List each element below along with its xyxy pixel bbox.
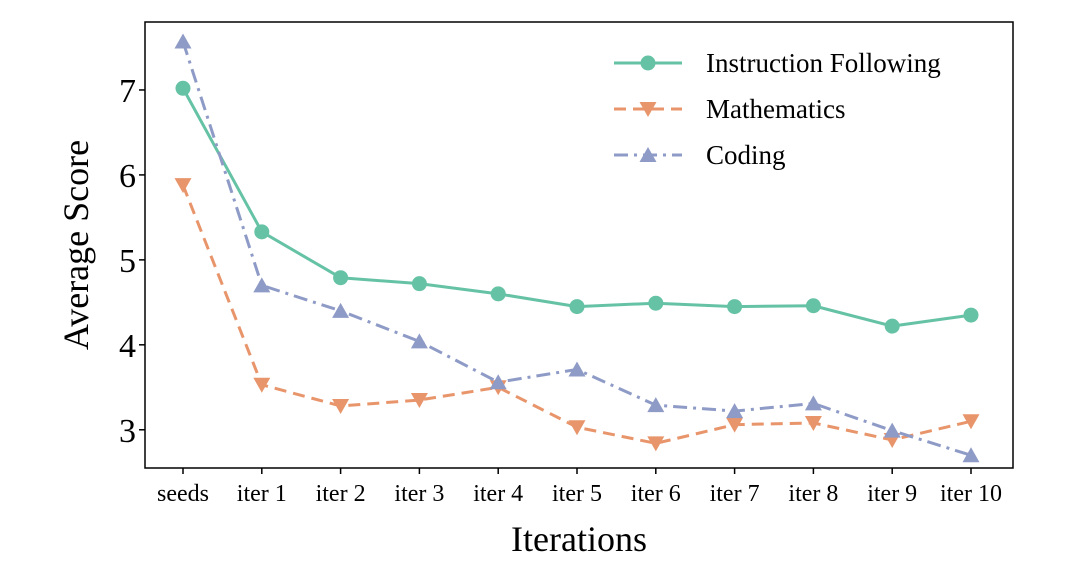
series-layer bbox=[174, 33, 980, 463]
data-point bbox=[726, 417, 744, 433]
y-ticks: 3 4 5 6 7 bbox=[119, 73, 145, 450]
data-point bbox=[883, 422, 901, 438]
y-tick-label: 7 bbox=[119, 73, 136, 110]
y-tick-label: 6 bbox=[119, 158, 136, 195]
data-point bbox=[332, 398, 350, 414]
y-tick-label: 5 bbox=[119, 243, 136, 280]
x-tick-label: iter 1 bbox=[237, 481, 287, 507]
data-point bbox=[962, 414, 980, 430]
data-point bbox=[333, 270, 349, 286]
x-tick-label: iter 3 bbox=[394, 481, 444, 507]
series-2 bbox=[174, 33, 980, 463]
plot-frame bbox=[144, 21, 1014, 469]
series-line bbox=[181, 41, 972, 457]
data-point bbox=[884, 318, 900, 334]
data-point bbox=[175, 80, 191, 96]
y-tick-label: 4 bbox=[119, 328, 136, 365]
x-tick-label: iter 4 bbox=[473, 481, 523, 507]
legend: Instruction Following Mathematics Coding bbox=[614, 48, 941, 170]
data-point bbox=[253, 377, 271, 393]
data-point bbox=[804, 395, 822, 411]
data-point bbox=[727, 299, 743, 315]
x-ticks: seeds iter 1 iter 2 iter 3 iter 4 iter 5 iter … bbox=[157, 468, 1002, 507]
data-point bbox=[410, 333, 428, 349]
legend-item: Coding bbox=[614, 140, 786, 170]
data-point bbox=[411, 276, 427, 292]
series-1 bbox=[174, 178, 980, 452]
data-point bbox=[410, 393, 428, 409]
x-tick-label: iter 2 bbox=[316, 481, 366, 507]
x-axis-label: Iterations bbox=[511, 519, 647, 559]
series-line bbox=[181, 184, 972, 445]
legend-label: Instruction Following bbox=[706, 48, 941, 78]
data-point bbox=[648, 295, 664, 311]
legend-marker bbox=[639, 102, 657, 117]
data-point bbox=[489, 374, 507, 390]
series-line bbox=[181, 87, 972, 328]
x-tick-label: iter 8 bbox=[788, 481, 838, 507]
data-point bbox=[647, 397, 665, 413]
x-tick-label: iter 6 bbox=[631, 481, 681, 507]
data-point bbox=[332, 302, 350, 318]
y-axis-label: Average Score bbox=[56, 140, 96, 350]
legend-label: Coding bbox=[706, 140, 786, 170]
data-point bbox=[253, 277, 271, 293]
data-point bbox=[490, 286, 506, 302]
y-tick-label: 3 bbox=[119, 413, 136, 450]
data-point bbox=[804, 415, 822, 431]
data-point bbox=[962, 447, 980, 463]
data-point bbox=[174, 178, 192, 194]
data-point bbox=[726, 403, 744, 419]
x-tick-label: seeds bbox=[157, 481, 209, 507]
data-point bbox=[174, 33, 192, 49]
x-tick-label: iter 5 bbox=[552, 481, 602, 507]
data-point bbox=[805, 298, 821, 314]
data-point bbox=[568, 420, 586, 436]
x-tick-label: iter 10 bbox=[940, 481, 1002, 507]
data-point bbox=[254, 224, 270, 240]
legend-marker bbox=[640, 55, 656, 71]
data-point bbox=[568, 361, 586, 377]
legend-marker bbox=[639, 147, 657, 162]
data-point bbox=[963, 307, 979, 323]
data-point bbox=[647, 436, 665, 452]
series-0 bbox=[175, 80, 979, 334]
x-tick-label: iter 7 bbox=[710, 481, 760, 507]
legend-item: Instruction Following bbox=[614, 48, 941, 78]
x-tick-label: iter 9 bbox=[867, 481, 917, 507]
data-point bbox=[569, 299, 585, 315]
legend-item: Mathematics bbox=[614, 94, 845, 124]
legend-label: Mathematics bbox=[706, 94, 845, 124]
